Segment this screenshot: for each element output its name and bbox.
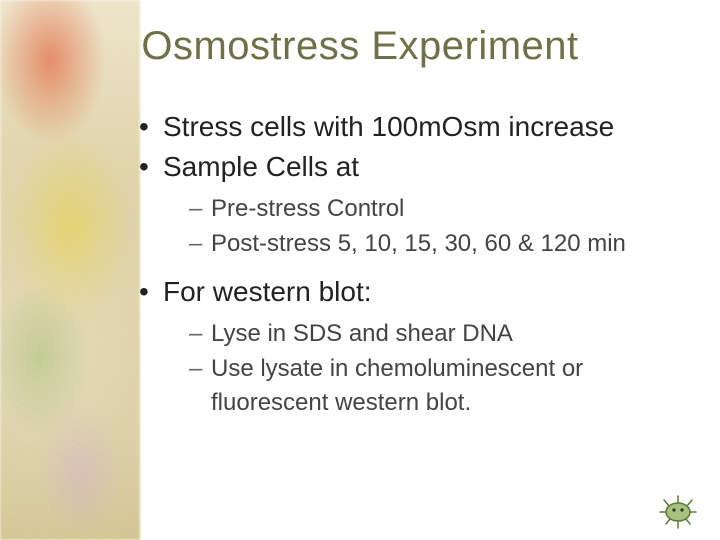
bullet-3-sub-2-text: Use lysate in chemoluminescent or fluore… (211, 355, 583, 416)
bullet-3-sub-1-text: Lyse in SDS and shear DNA (211, 320, 513, 347)
bullet-3-text: For western blot: (163, 276, 372, 307)
slide-body: Stress cells with 100mOsm increase Sampl… (135, 108, 695, 431)
bullet-3: For western blot: Lyse in SDS and shear … (135, 273, 695, 420)
bullet-2-sub-1-text: Pre-stress Control (211, 195, 404, 222)
bullet-1-text: Stress cells with 100mOsm increase (163, 111, 614, 142)
bullet-1: Stress cells with 100mOsm increase (135, 108, 695, 146)
microbe-icon (654, 490, 702, 530)
bullet-3-sub-1: Lyse in SDS and shear DNA (163, 317, 695, 351)
slide-title: Osmostress Experiment (0, 24, 720, 69)
bullet-2-sub-1: Pre-stress Control (163, 192, 695, 226)
bullet-2-sub-2-text: Post-stress 5, 10, 15, 30, 60 & 120 min (211, 230, 626, 257)
background-art (0, 0, 140, 540)
bullet-2-text: Sample Cells at (163, 151, 359, 182)
bullet-2-sub-2: Post-stress 5, 10, 15, 30, 60 & 120 min (163, 227, 695, 261)
bullet-2: Sample Cells at Pre-stress Control Post-… (135, 148, 695, 261)
bullet-3-sub-2: Use lysate in chemoluminescent or fluore… (163, 352, 695, 419)
